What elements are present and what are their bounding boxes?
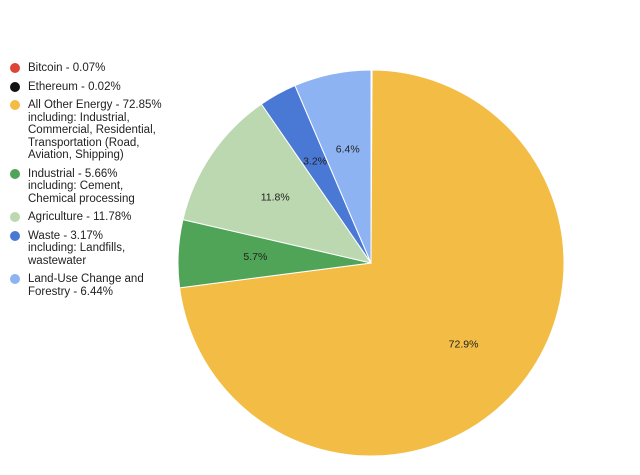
legend-item-ethereum: Ethereum - 0.02% xyxy=(10,81,180,94)
legend-item-waste: Waste - 3.17% including: Landfills, wast… xyxy=(10,230,180,268)
legend-swatch-all-other-energy xyxy=(10,100,20,110)
legend-label-industrial: Industrial - 5.66% including: Cement, Ch… xyxy=(28,167,135,205)
legend-swatch-bitcoin xyxy=(10,63,20,73)
legend-swatch-agriculture xyxy=(10,212,20,222)
legend-label-ethereum: Ethereum - 0.02% xyxy=(28,80,121,93)
data-label-land-use-change-and-forestry: 6.4% xyxy=(336,143,360,155)
legend-label-waste: Waste - 3.17% including: Landfills, wast… xyxy=(28,229,126,267)
legend-item-industrial: Industrial - 5.66% including: Cement, Ch… xyxy=(10,168,180,206)
legend-label-agriculture: Agriculture - 11.78% xyxy=(28,211,132,223)
pie-slice-land-use-change-and-forestry xyxy=(294,69,372,264)
data-label-industrial: 5.7% xyxy=(243,251,267,263)
data-label-waste: 3.2% xyxy=(303,155,327,167)
legend-label-all-other-energy: All Other Energy - 72.85% including: Ind… xyxy=(28,99,162,161)
data-label-agriculture: 11.8% xyxy=(261,192,290,204)
legend-swatch-industrial xyxy=(10,168,20,179)
legend-swatch-waste xyxy=(10,230,20,241)
data-label-all-other-energy: 72.9% xyxy=(449,339,479,351)
legend-swatch-land-use-change-and-forestry xyxy=(10,274,20,284)
legend-item-all-other-energy: All Other Energy - 72.85% including: Ind… xyxy=(10,99,180,162)
legend-item-land-use-change-and-forestry: Land-Use Change and Forestry - 6.44% xyxy=(10,273,180,298)
legend-swatch-ethereum xyxy=(10,81,20,92)
legend-label-land-use-change-and-forestry: Land-Use Change and Forestry - 6.44% xyxy=(28,273,144,298)
pie-slice-agriculture xyxy=(182,103,373,264)
chart-legend: Bitcoin - 0.07% Ethereum - 0.02% All Other… xyxy=(10,62,180,304)
pie-slice-all-other-energy xyxy=(179,69,565,457)
legend-label-bitcoin: Bitcoin - 0.07% xyxy=(28,62,106,74)
legend-item-bitcoin: Bitcoin - 0.07% xyxy=(10,62,180,75)
legend-item-agriculture: Agriculture - 11.78% xyxy=(10,211,180,224)
